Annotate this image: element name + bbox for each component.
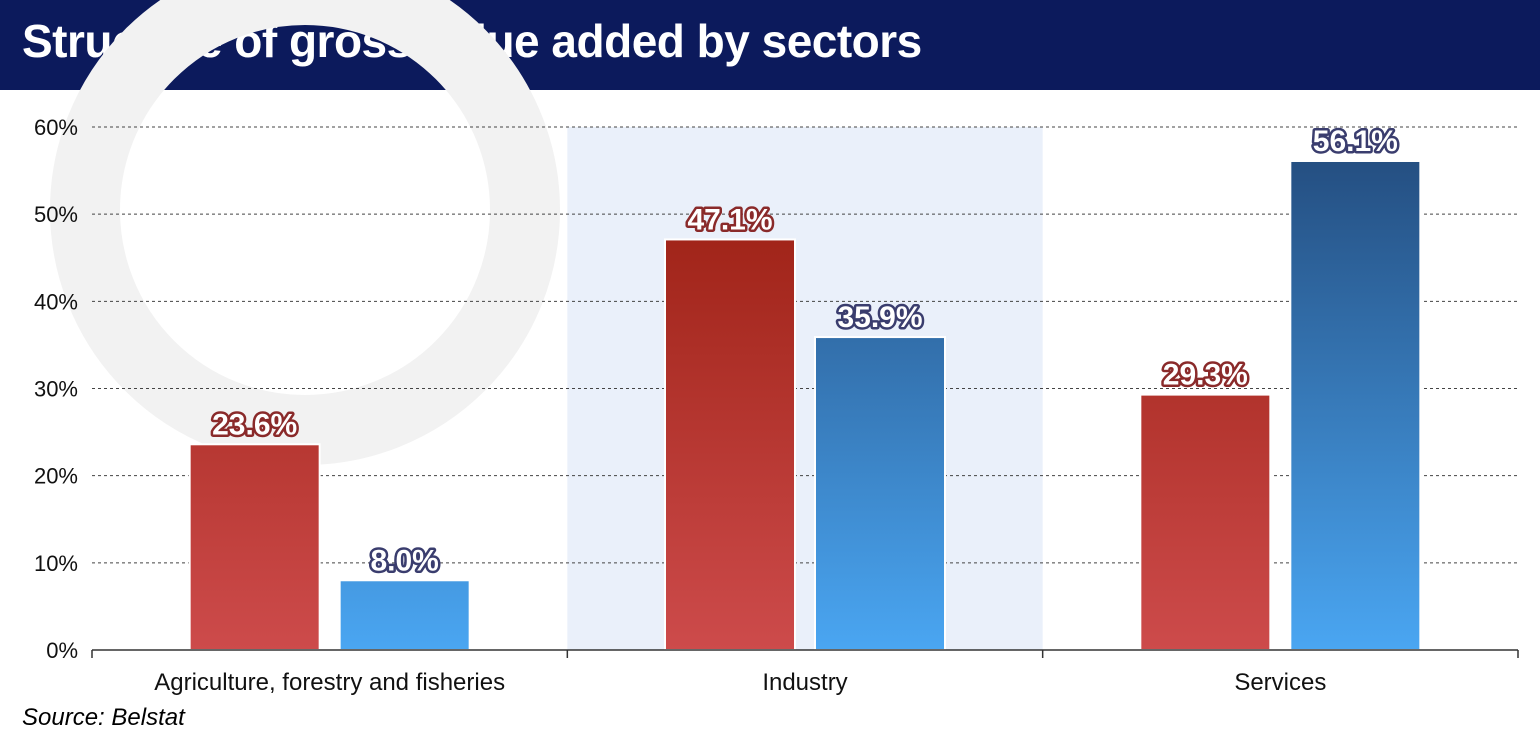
watermark-logo (50, 0, 560, 465)
bar-series1-cat2 (664, 238, 796, 651)
data-label-series1-cat2: 47.1% (687, 203, 772, 236)
bar-series2-cat1 (338, 579, 471, 651)
bar-series1-cat1 (188, 443, 321, 651)
data-label-series1-cat1: 23.6% (212, 408, 297, 441)
data-label-series1-cat3: 29.3% (1163, 359, 1248, 392)
category-label: Services (1234, 669, 1326, 696)
bar-series1-cat3 (1139, 393, 1272, 651)
y-tick-label: 50% (34, 202, 78, 227)
bar-series2-cat3 (1289, 159, 1422, 651)
y-tick-label: 40% (34, 289, 78, 314)
y-tick-label: 0% (46, 638, 78, 663)
bar-series2-cat2 (814, 336, 946, 651)
y-tick-label: 60% (34, 115, 78, 140)
data-label-series2-cat3: 56.1% (1313, 125, 1398, 158)
y-tick-label: 30% (34, 377, 78, 402)
category-label: Agriculture, forestry and fisheries (154, 669, 505, 696)
y-tick-label: 10% (34, 551, 78, 576)
category-label: Industry (762, 669, 847, 696)
data-label-series2-cat2: 35.9% (837, 301, 922, 334)
data-label-series2-cat1: 8.0% (370, 544, 438, 577)
y-tick-label: 20% (34, 464, 78, 489)
source-note: Source: Belstat (22, 704, 185, 731)
